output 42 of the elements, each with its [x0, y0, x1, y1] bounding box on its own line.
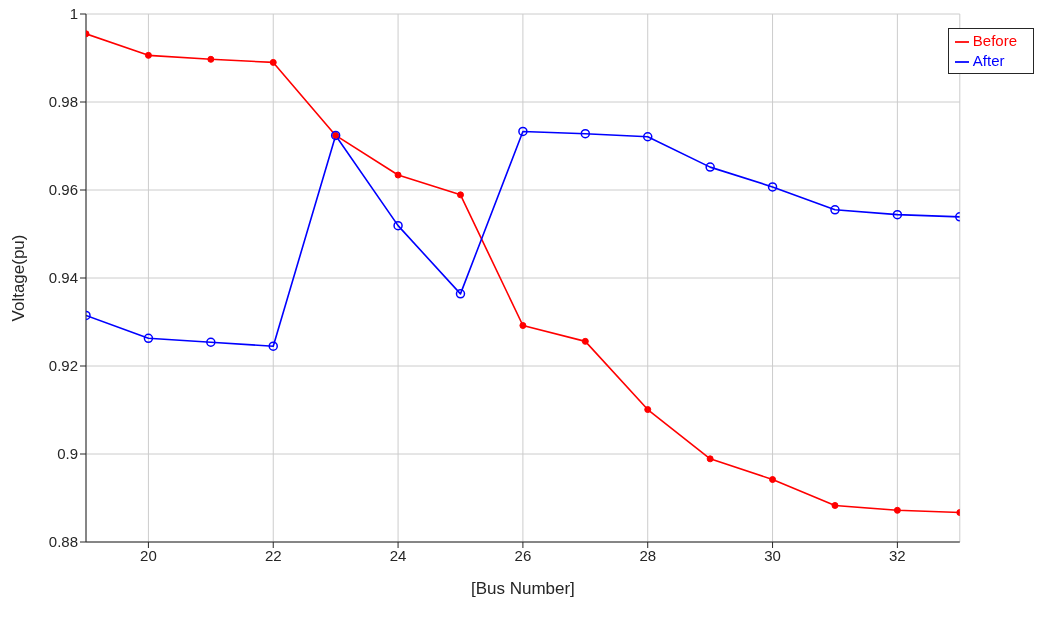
y-tick-label: 1 — [69, 5, 78, 23]
point — [831, 501, 839, 509]
point — [144, 51, 152, 59]
point — [892, 209, 903, 220]
point — [393, 220, 403, 231]
point — [456, 191, 464, 199]
point — [394, 171, 402, 179]
point — [769, 476, 777, 484]
y-tick-label: 0.96 — [48, 181, 78, 199]
x-tick-label: 32 — [889, 546, 906, 564]
point — [706, 455, 714, 463]
point — [269, 58, 277, 66]
legend-label: Before — [972, 32, 1017, 49]
point — [268, 341, 278, 351]
point — [519, 322, 527, 330]
point — [893, 506, 901, 514]
point — [455, 289, 466, 299]
point — [518, 126, 528, 137]
x-tick-label: 24 — [389, 546, 407, 564]
y-tick-label: 0.98 — [48, 93, 78, 111]
x-axis-title: [Bus Number] — [470, 579, 575, 598]
x-tick-label: 20 — [140, 546, 157, 564]
x-tick-label: 26 — [514, 546, 532, 564]
y-tick-label: 0.94 — [48, 269, 78, 287]
point — [642, 132, 653, 142]
point — [206, 337, 216, 347]
x-tick-label: 28 — [639, 546, 657, 564]
y-axis-title: Voltage(pu) — [9, 234, 29, 322]
point — [207, 55, 215, 63]
legend-label: After — [972, 52, 1005, 69]
point — [581, 337, 589, 345]
y-tick-label: 0.88 — [48, 533, 78, 551]
point — [143, 333, 154, 344]
point — [767, 182, 778, 192]
point — [644, 406, 652, 414]
point — [580, 128, 591, 139]
x-tick-label: 22 — [264, 546, 282, 564]
y-tick-label: 0.92 — [48, 357, 78, 375]
point — [705, 162, 715, 172]
point — [830, 205, 840, 215]
x-tick-label: 30 — [764, 546, 781, 564]
y-tick-label: 0.9 — [57, 445, 78, 463]
